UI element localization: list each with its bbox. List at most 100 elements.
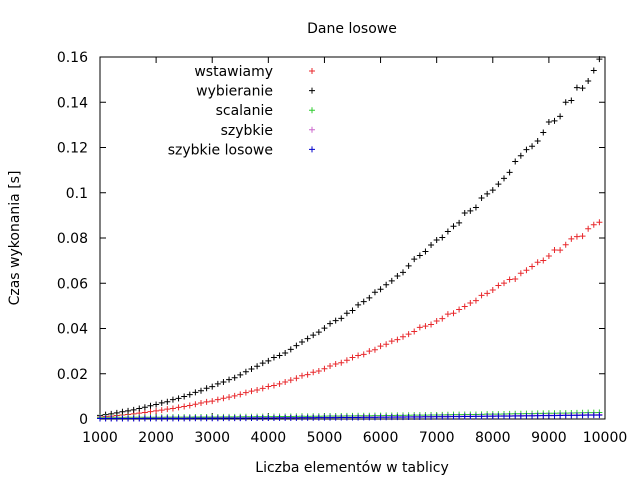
x-tick-label: 4000 xyxy=(251,430,287,446)
data-point xyxy=(304,335,311,342)
data-point xyxy=(377,286,384,293)
data-point xyxy=(259,360,266,367)
data-point xyxy=(237,371,244,378)
data-point xyxy=(534,412,541,419)
data-point xyxy=(332,414,339,421)
data-point xyxy=(186,391,193,398)
data-point xyxy=(242,415,249,422)
data-point xyxy=(388,414,395,421)
data-point xyxy=(293,342,300,349)
data-point xyxy=(102,415,109,422)
data-point xyxy=(585,412,592,419)
y-axis-label: Czas wykonania [s] xyxy=(7,171,23,306)
data-point xyxy=(158,399,165,406)
data-point xyxy=(147,402,154,409)
data-point xyxy=(428,241,435,248)
data-point xyxy=(349,307,356,314)
data-point xyxy=(315,414,322,421)
data-point xyxy=(343,357,350,364)
data-point xyxy=(315,368,322,375)
data-point xyxy=(517,152,524,159)
data-point xyxy=(478,413,485,420)
data-point xyxy=(444,228,451,235)
data-point xyxy=(394,273,401,280)
data-point xyxy=(321,414,328,421)
data-point xyxy=(192,415,199,422)
data-point xyxy=(545,412,552,419)
data-point xyxy=(501,280,507,287)
data-point xyxy=(248,415,255,422)
data-point xyxy=(529,412,536,419)
data-point xyxy=(259,415,266,422)
data-point xyxy=(153,415,160,422)
x-tick-label: 6000 xyxy=(363,430,399,446)
data-point xyxy=(327,363,334,370)
data-point xyxy=(495,413,502,420)
data-point xyxy=(551,412,558,419)
x-tick-label: 10000 xyxy=(583,430,628,446)
data-point xyxy=(355,301,362,308)
data-point xyxy=(596,56,603,63)
data-point xyxy=(422,413,429,420)
data-point xyxy=(495,282,502,289)
data-point xyxy=(355,414,362,421)
y-tick-label: 0.02 xyxy=(57,367,88,383)
data-point xyxy=(270,382,277,389)
data-point xyxy=(489,187,496,194)
data-point xyxy=(242,368,249,375)
data-point xyxy=(136,415,143,422)
data-point xyxy=(585,77,592,84)
data-point xyxy=(517,412,524,419)
data-point xyxy=(259,385,266,392)
x-tick-label: 1000 xyxy=(82,430,118,446)
data-point xyxy=(433,237,440,244)
data-point xyxy=(169,396,176,403)
data-point xyxy=(175,404,182,411)
data-point xyxy=(394,414,401,421)
data-point xyxy=(456,413,463,420)
data-point xyxy=(383,281,390,288)
data-point xyxy=(366,414,373,421)
data-point xyxy=(411,328,418,335)
data-point xyxy=(125,415,132,422)
legend: wstawiamy wybieranie scalanie szybkie szybki… xyxy=(168,64,315,158)
data-point xyxy=(573,84,580,91)
data-point xyxy=(383,414,390,421)
data-point xyxy=(276,414,283,421)
data-point xyxy=(484,190,491,197)
data-point xyxy=(203,398,210,405)
data-point xyxy=(282,350,289,357)
data-point xyxy=(394,336,401,343)
data-point xyxy=(456,306,463,313)
data-point xyxy=(164,406,171,413)
data-point xyxy=(360,298,367,305)
data-point xyxy=(467,207,474,214)
y-tick-label: 0.16 xyxy=(57,50,88,66)
data-point xyxy=(270,354,277,361)
data-point xyxy=(506,169,513,176)
data-point xyxy=(534,138,541,145)
data-point xyxy=(248,365,255,372)
data-point xyxy=(214,380,221,387)
series-wstawiamy xyxy=(97,219,603,420)
data-point xyxy=(181,415,188,422)
data-point xyxy=(321,325,328,332)
data-point xyxy=(141,415,148,422)
data-point xyxy=(214,396,221,403)
data-point xyxy=(214,415,221,422)
data-point xyxy=(400,414,406,421)
data-point xyxy=(119,415,126,422)
data-point xyxy=(512,413,519,420)
y-tick-label: 0.12 xyxy=(57,141,88,157)
data-point xyxy=(450,223,457,230)
data-point xyxy=(265,357,272,364)
data-point xyxy=(506,276,513,283)
data-point xyxy=(220,395,227,402)
data-point xyxy=(265,414,272,421)
data-point xyxy=(360,414,367,421)
data-point xyxy=(209,383,216,390)
y-tick-label: 0.06 xyxy=(57,276,88,292)
data-point xyxy=(512,158,519,165)
data-point xyxy=(231,392,238,399)
data-point xyxy=(248,388,255,395)
